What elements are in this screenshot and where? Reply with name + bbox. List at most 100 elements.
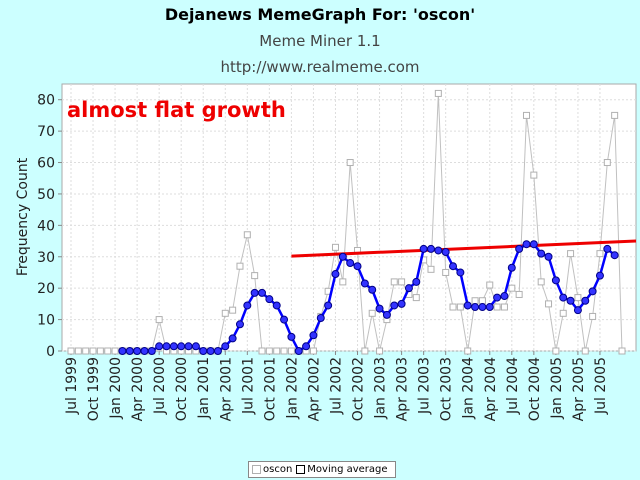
moving-average-point xyxy=(147,347,156,355)
oscon-point xyxy=(464,347,472,355)
chart-subtitle: Meme Miner 1.1 xyxy=(259,32,381,50)
moving-average-point xyxy=(588,287,597,296)
y-tick-label: 50 xyxy=(37,187,55,203)
x-tick-label: Apr 2000 xyxy=(130,357,146,421)
oscon-point xyxy=(368,309,376,317)
moving-average-point xyxy=(485,303,494,312)
moving-average-point xyxy=(529,240,538,249)
moving-average-point xyxy=(243,301,252,310)
x-tick-label: Oct 2003 xyxy=(439,357,455,421)
y-axis-label: Frequency Count xyxy=(15,157,31,276)
trend-line xyxy=(291,239,637,258)
oscon-point xyxy=(603,159,611,167)
grid-lines xyxy=(62,84,636,352)
plot-area xyxy=(61,83,637,352)
legend-item-oscon: oscon xyxy=(252,464,292,475)
x-tick-label: Jan 2004 xyxy=(461,357,477,420)
x-tick-label: Apr 2001 xyxy=(218,357,234,421)
moving-average-point xyxy=(471,303,480,312)
square-marker-icon xyxy=(252,465,261,474)
moving-average-point xyxy=(316,314,325,323)
moving-average-point xyxy=(456,268,465,277)
moving-average-point xyxy=(412,277,421,286)
moving-average-point xyxy=(331,270,340,279)
oscon-point xyxy=(596,250,604,258)
oscon-point xyxy=(265,347,273,355)
oscon-point xyxy=(522,111,530,119)
moving-average-point xyxy=(382,310,391,319)
oscon-point xyxy=(236,262,244,270)
oscon-point xyxy=(508,284,516,292)
moving-average-point xyxy=(375,304,384,313)
oscon-point xyxy=(567,250,575,258)
series-trend xyxy=(291,239,637,258)
oscon-point xyxy=(427,265,435,273)
moving-average-point xyxy=(250,288,259,297)
x-tick-label: Oct 1999 xyxy=(86,357,102,421)
legend-label-oscon: oscon xyxy=(263,464,293,475)
moving-average-point xyxy=(118,347,127,355)
oscon-point xyxy=(251,272,259,280)
oscon-point xyxy=(258,347,266,355)
oscon-point xyxy=(243,231,251,239)
oscon-point xyxy=(398,278,406,286)
oscon-point xyxy=(339,278,347,286)
moving-average-point xyxy=(338,252,347,261)
moving-average-point xyxy=(353,262,362,271)
moving-average-point xyxy=(199,347,208,355)
moving-average-point xyxy=(463,301,472,310)
moving-average-point xyxy=(522,240,531,249)
oscon-point xyxy=(434,89,442,97)
moving-average-point xyxy=(419,244,428,253)
moving-average-point xyxy=(265,295,274,304)
x-tick-label: Jan 2002 xyxy=(284,357,300,420)
moving-average-point xyxy=(162,342,171,351)
moving-average-point xyxy=(177,342,186,351)
legend-item-moving-average: Moving average xyxy=(296,464,388,475)
oscon-point xyxy=(67,347,75,355)
y-tick-label: 40 xyxy=(37,218,55,234)
oscon-point xyxy=(552,347,560,355)
oscon-point xyxy=(221,309,229,317)
legend: oscon Moving average xyxy=(248,461,396,478)
annotation-label: almost flat growth xyxy=(67,98,286,122)
moving-average-point xyxy=(426,244,435,253)
moving-average-point xyxy=(566,296,575,305)
moving-average-point xyxy=(213,347,222,355)
moving-average-point xyxy=(478,303,487,312)
moving-average-point xyxy=(140,347,149,355)
moving-average-point xyxy=(544,252,553,261)
x-tick-label: Jul 2004 xyxy=(505,357,521,415)
y-tick-label: 10 xyxy=(37,313,55,329)
moving-average-point xyxy=(500,292,509,301)
moving-average-point xyxy=(449,262,458,271)
oscon-point xyxy=(104,347,112,355)
oscon-point xyxy=(486,281,494,289)
x-tick-label: Apr 2005 xyxy=(571,357,587,421)
oscon-point xyxy=(545,300,553,308)
x-tick-label: Oct 2004 xyxy=(527,357,543,421)
oscon-point xyxy=(390,278,398,286)
y-tick-label: 30 xyxy=(37,250,55,266)
oscon-point xyxy=(618,347,626,355)
oscon-point xyxy=(442,268,450,276)
series-moving-average xyxy=(118,240,619,355)
oscon-point xyxy=(611,111,619,119)
moving-average-point xyxy=(191,342,200,351)
moving-average-point xyxy=(603,244,612,253)
moving-average-point xyxy=(184,342,193,351)
x-axis: Jul 1999 Oct 1999 Jan 2000 Apr 2000 Jul 2000… xyxy=(64,351,609,421)
oscon-point xyxy=(361,347,369,355)
x-tick-label: Jan 2003 xyxy=(373,357,389,420)
oscon-point xyxy=(331,243,339,251)
oscon-point xyxy=(412,294,420,302)
oscon-point xyxy=(559,309,567,317)
oscon-point xyxy=(471,297,479,305)
y-tick-label: 0 xyxy=(46,344,55,360)
moving-average-point xyxy=(493,293,502,302)
x-tick-label: Jul 1999 xyxy=(64,357,80,415)
oscon-point xyxy=(515,290,523,298)
moving-average-point xyxy=(507,263,516,272)
y-axis: 0 10 20 30 40 50 60 70 80 xyxy=(37,93,62,360)
oscon-point xyxy=(574,294,582,302)
